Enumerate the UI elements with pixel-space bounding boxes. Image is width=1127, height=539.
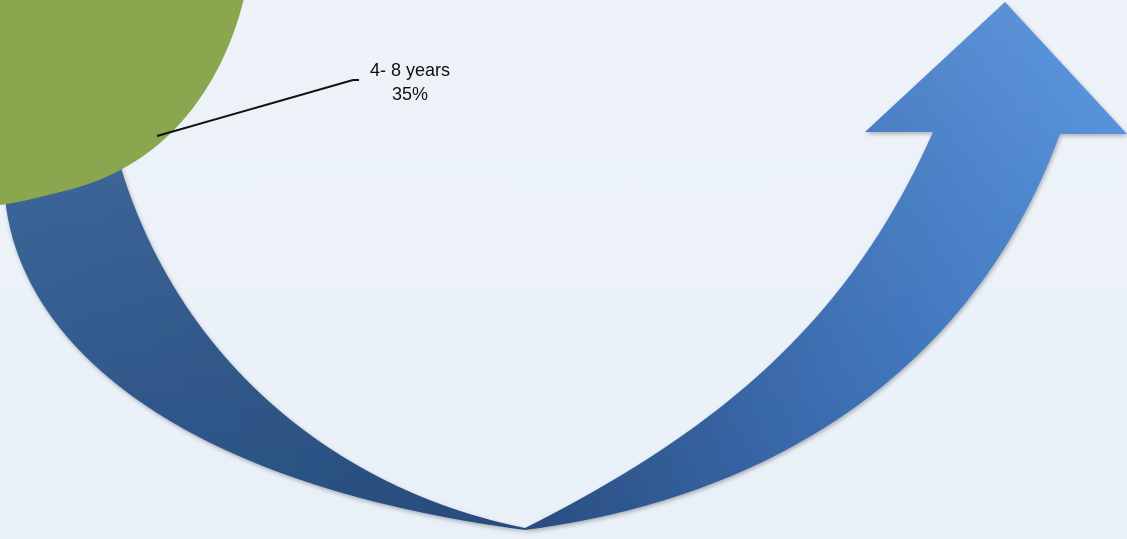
pie-slice-4-8-years [0, 0, 246, 205]
slice-category-label: 4- 8 years [340, 58, 480, 82]
slice-percent-label: 35% [340, 82, 480, 106]
pie-slice-label: 4- 8 years 35% [340, 58, 480, 106]
pie-chart [0, 0, 246, 205]
